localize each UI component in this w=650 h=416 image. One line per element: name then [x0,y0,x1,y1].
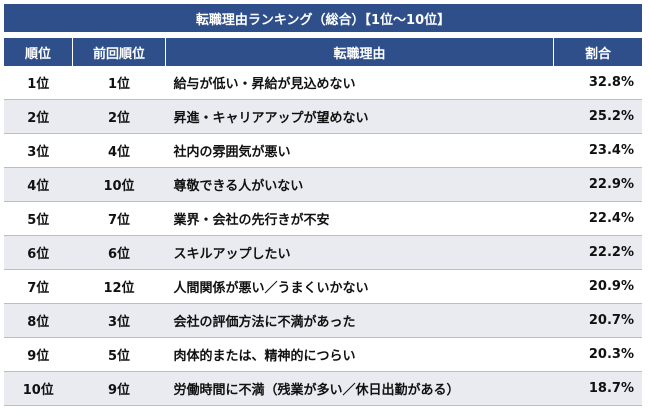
table-title: 転職理由ランキング（総合）【1位〜10位】 [4,4,642,32]
previous-rank-cell: 10位 [72,167,166,202]
rank-cell: 7位 [4,269,73,304]
rank-cell: 2位 [4,99,73,134]
reason-cell: 業界・会社の先行きが不安 [165,201,554,236]
previous-rank-cell: 5位 [72,337,166,372]
rank-cell: 4位 [4,167,73,202]
table-row: 5位 7位 業界・会社の先行きが不安 22.4% [4,201,642,236]
reason-cell: 会社の評価方法に不満があった [165,303,554,338]
rank-cell: 10位 [4,371,73,406]
ratio-cell: 22.4% [553,201,642,236]
rank-cell: 6位 [4,235,73,270]
ratio-cell: 22.2% [553,235,642,270]
rank-cell: 8位 [4,303,73,338]
reason-cell: 労働時間に不満（残業が多い／休日出勤がある） [165,371,554,406]
table-row: 8位 3位 会社の評価方法に不満があった 20.7% [4,303,642,338]
ratio-cell: 32.8% [553,66,642,100]
table-row: 6位 6位 スキルアップしたい 22.2% [4,235,642,270]
rank-cell: 3位 [4,133,73,168]
ranking-table: 順位 前回順位 転職理由 割合 1位 1位 給与が低い・昇給が見込めない 32.8% 2… [4,38,642,406]
reason-cell: スキルアップしたい [165,235,554,270]
reason-cell: 尊敬できる人がいない [165,167,554,202]
ratio-cell: 20.3% [553,337,642,372]
previous-rank-cell: 1位 [72,66,166,100]
table-row: 2位 2位 昇進・キャリアアップが望めない 25.2% [4,99,642,134]
ratio-cell: 23.4% [553,133,642,168]
reason-cell: 給与が低い・昇給が見込めない [165,66,554,100]
previous-rank-cell: 6位 [72,235,166,270]
previous-rank-cell: 2位 [72,99,166,134]
table-row: 4位 10位 尊敬できる人がいない 22.9% [4,167,642,202]
reason-cell: 昇進・キャリアアップが望めない [165,99,554,134]
header-rank: 順位 [4,38,73,66]
rank-cell: 9位 [4,337,73,372]
rank-cell: 1位 [4,66,73,100]
ratio-cell: 20.9% [553,269,642,304]
previous-rank-cell: 4位 [72,133,166,168]
table-row: 3位 4位 社内の雰囲気が悪い 23.4% [4,133,642,168]
table-row: 10位 9位 労働時間に不満（残業が多い／休日出勤がある） 18.7% [4,371,642,406]
reason-cell: 人間関係が悪い／うまくいかない [165,269,554,304]
header-reason: 転職理由 [165,38,554,66]
ratio-cell: 25.2% [553,99,642,134]
ratio-cell: 22.9% [553,167,642,202]
previous-rank-cell: 7位 [72,201,166,236]
header-row: 順位 前回順位 転職理由 割合 [4,38,642,66]
table-row: 7位 12位 人間関係が悪い／うまくいかない 20.9% [4,269,642,304]
ratio-cell: 18.7% [553,371,642,406]
table-row: 9位 5位 肉体的または、精神的につらい 20.3% [4,337,642,372]
reason-cell: 肉体的または、精神的につらい [165,337,554,372]
previous-rank-cell: 12位 [72,269,166,304]
previous-rank-cell: 9位 [72,371,166,406]
table-body: 1位 1位 給与が低い・昇給が見込めない 32.8% 2位 2位 昇進・キャリアアップが望め… [4,66,642,406]
header-ratio: 割合 [553,38,642,66]
table-row: 1位 1位 給与が低い・昇給が見込めない 32.8% [4,66,642,100]
reason-cell: 社内の雰囲気が悪い [165,133,554,168]
ratio-cell: 20.7% [553,303,642,338]
previous-rank-cell: 3位 [72,303,166,338]
header-previous-rank: 前回順位 [72,38,166,66]
rank-cell: 5位 [4,201,73,236]
